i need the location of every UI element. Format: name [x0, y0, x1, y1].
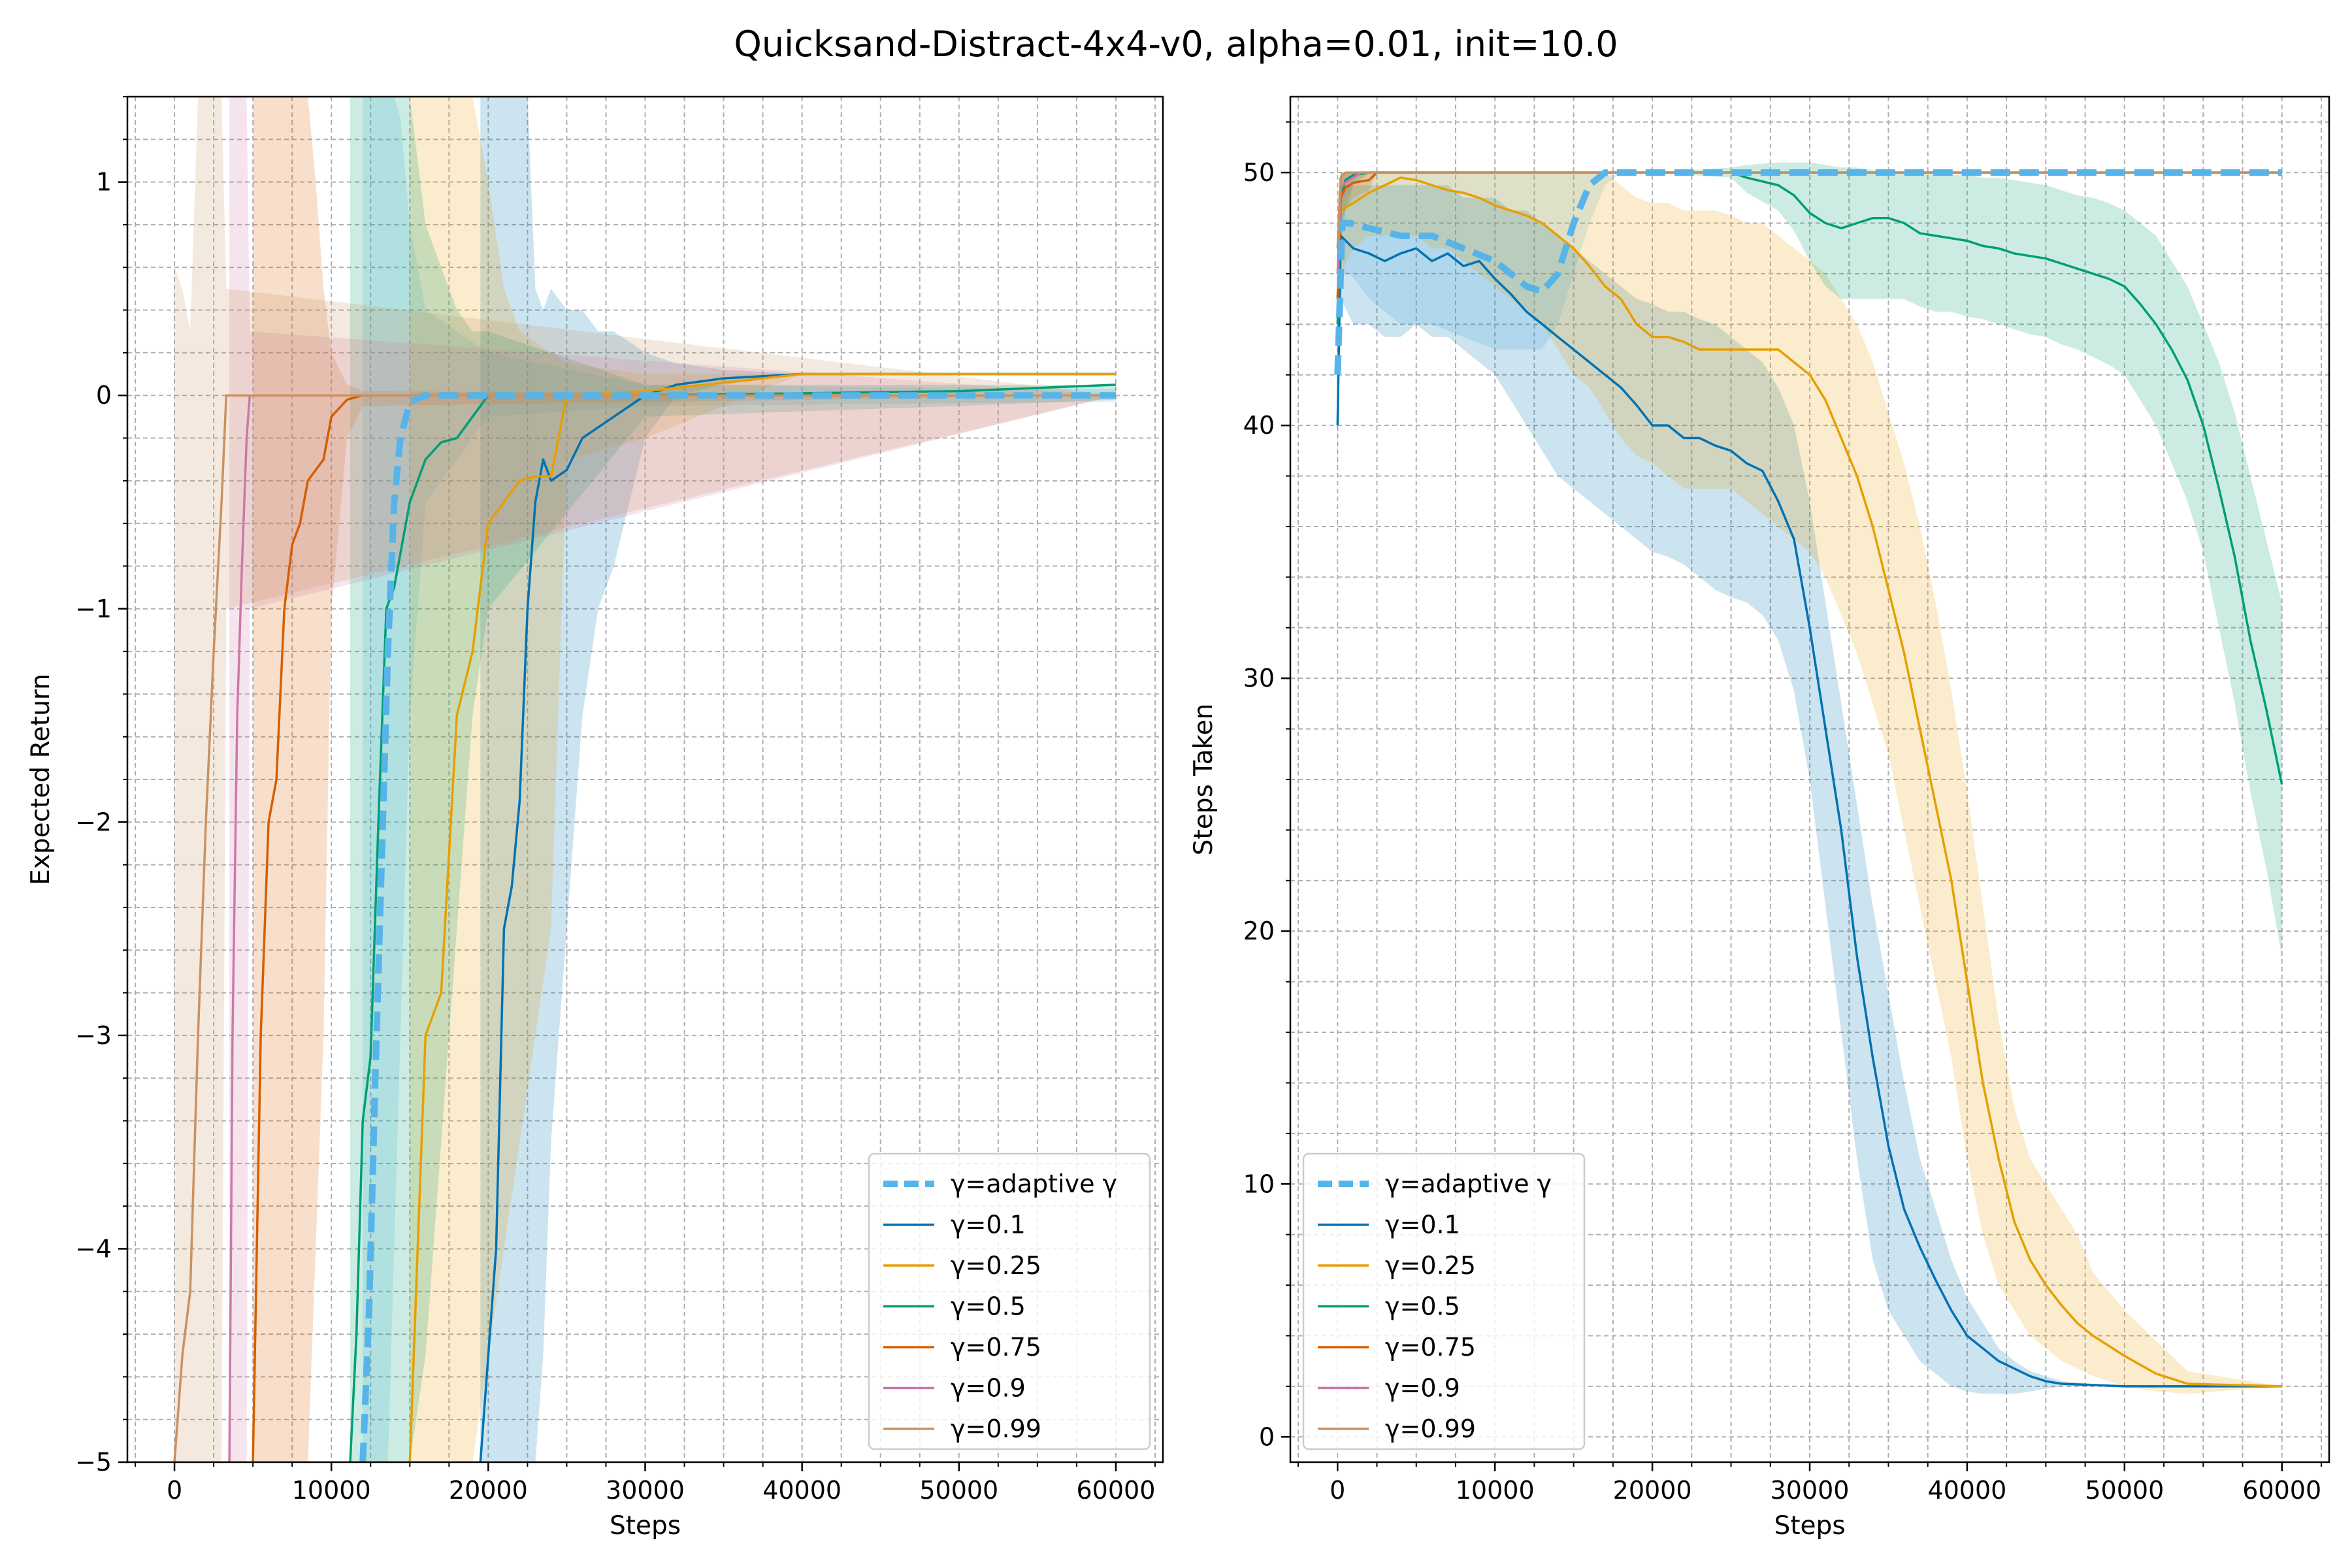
legend-label: γ=0.99 — [1385, 1414, 1476, 1443]
series-band — [1337, 172, 2282, 426]
x-tick-label: 60000 — [2242, 1476, 2321, 1505]
y-tick-label: 50 — [1243, 158, 1275, 187]
legend: γ=adaptive γ γ=0.1 γ=0.25 γ=0.5 γ=0.75 γ=0.9 γ… — [868, 1152, 1151, 1450]
series-band — [174, 97, 1116, 1462]
legend: γ=adaptive γ γ=0.1 γ=0.25 γ=0.5 γ=0.75 γ=0.9 γ… — [1302, 1152, 1586, 1450]
series-line — [408, 372, 1116, 1462]
legend-label: γ=0.9 — [951, 1374, 1026, 1403]
x-tick-label: 10000 — [1456, 1476, 1535, 1505]
y-tick-label: 10 — [1243, 1169, 1275, 1198]
plot-area — [1334, 162, 2283, 1394]
y-tick-label: 40 — [1243, 411, 1275, 440]
series-band — [480, 97, 1116, 1462]
y-axis-label: Steps Taken — [1189, 704, 1218, 856]
legend-label: γ=0.1 — [1385, 1211, 1460, 1239]
x-axis-label: Steps — [610, 1511, 681, 1541]
legend-label: γ=0.9 — [1385, 1374, 1460, 1403]
series-line — [1336, 235, 2282, 1388]
series-line — [1336, 176, 2282, 1388]
series-line — [1334, 169, 2282, 375]
series-band — [410, 97, 1116, 1462]
legend-label: γ=0.75 — [951, 1333, 1041, 1362]
legend-label: γ=0.5 — [1385, 1292, 1460, 1321]
x-tick-label: 20000 — [449, 1476, 528, 1505]
x-tick-label: 50000 — [2085, 1476, 2164, 1505]
series-band — [229, 97, 1117, 1462]
x-tick-label: 50000 — [919, 1476, 998, 1505]
y-axis-label: Expected Return — [26, 674, 56, 885]
y-tick-label: −1 — [75, 595, 112, 623]
y-tick-label: 0 — [96, 381, 112, 410]
y-tick-label: 20 — [1243, 917, 1275, 945]
legend-label: γ=adaptive γ — [1385, 1169, 1552, 1198]
x-tick-label: 40000 — [762, 1476, 841, 1505]
series-line — [479, 372, 1116, 1462]
x-tick-label: 60000 — [1077, 1476, 1156, 1505]
legend-label: γ=0.5 — [951, 1292, 1026, 1321]
chart-panel-2: 0 10000 20000 30000 40000 50000 60000 0 10 20 30 40… — [1189, 95, 2330, 1541]
series-line — [252, 394, 1116, 1462]
legend-label: γ=0.25 — [951, 1251, 1041, 1280]
x-tick-label: 30000 — [1771, 1476, 1850, 1505]
legend-label: γ=0.25 — [1385, 1251, 1476, 1280]
x-tick-label: 30000 — [606, 1476, 685, 1505]
series-line — [359, 392, 1116, 1462]
y-tick-label: 30 — [1243, 664, 1275, 693]
legend-label: γ=0.1 — [951, 1211, 1026, 1239]
y-tick-label: −2 — [75, 808, 112, 836]
x-tick-label: 0 — [167, 1476, 182, 1505]
series-line — [173, 394, 1116, 1462]
x-tick-label: 40000 — [1927, 1476, 2006, 1505]
y-tick-label: −3 — [75, 1021, 112, 1050]
legend-label: γ=adaptive γ — [951, 1169, 1117, 1198]
plot-area — [173, 97, 1117, 1462]
series-band — [1337, 172, 2282, 1394]
series-band — [350, 97, 1116, 1462]
x-axis-label: Steps — [1774, 1511, 1845, 1541]
legend-box — [1302, 1152, 1586, 1450]
chart-panel-1: 0 10000 20000 30000 40000 50000 60000 1 0 −1 −2 −3 −… — [26, 95, 1164, 1541]
x-tick-label: 0 — [1330, 1476, 1345, 1505]
y-tick-label: 0 — [1259, 1422, 1275, 1451]
x-tick-label: 20000 — [1613, 1476, 1692, 1505]
series-band — [1337, 185, 2282, 1394]
legend-label: γ=0.75 — [1385, 1333, 1476, 1362]
figure-title: Quicksand-Distract-4x4-v0, alpha=0.01, i… — [734, 24, 1618, 65]
y-tick-label: −4 — [75, 1234, 112, 1263]
legend-label: γ=0.99 — [951, 1414, 1041, 1443]
y-tick-label: −5 — [75, 1448, 112, 1477]
y-tick-label: 1 — [96, 168, 112, 197]
legend-box — [868, 1152, 1151, 1450]
x-tick-label: 10000 — [292, 1476, 371, 1505]
